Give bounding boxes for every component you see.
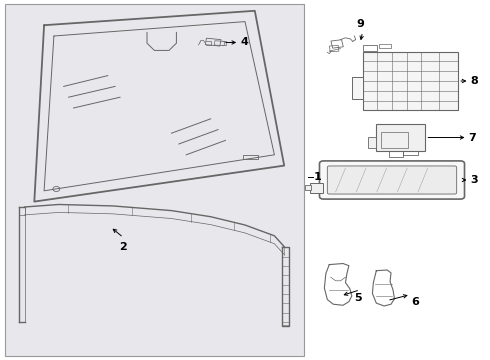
Text: 3: 3 (470, 175, 478, 185)
FancyBboxPatch shape (5, 4, 304, 356)
FancyBboxPatch shape (352, 77, 363, 99)
FancyBboxPatch shape (363, 52, 458, 110)
Text: 1: 1 (314, 172, 322, 182)
FancyBboxPatch shape (376, 124, 425, 151)
FancyBboxPatch shape (305, 185, 311, 190)
Text: 4: 4 (240, 37, 248, 48)
Text: 9: 9 (356, 19, 364, 29)
FancyBboxPatch shape (327, 166, 457, 194)
Text: 8: 8 (470, 76, 478, 86)
FancyBboxPatch shape (319, 161, 465, 199)
FancyBboxPatch shape (310, 183, 323, 193)
Text: 5: 5 (354, 293, 362, 303)
FancyBboxPatch shape (368, 137, 376, 148)
Text: 6: 6 (412, 297, 419, 307)
Text: 2: 2 (120, 242, 127, 252)
Text: 7: 7 (468, 132, 476, 143)
